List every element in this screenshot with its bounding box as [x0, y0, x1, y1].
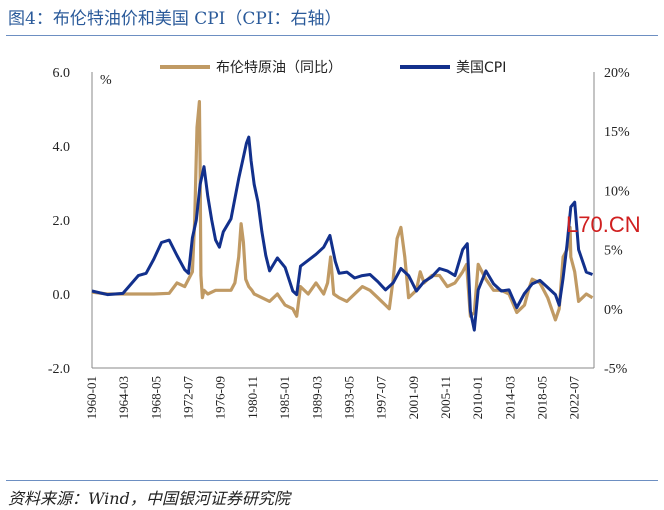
- figure-title: 图4：布伦特油价和美国 CPI（CPI：右轴）: [8, 9, 342, 29]
- x-tick-label: 1964-03: [116, 376, 131, 419]
- title-divider: [6, 35, 658, 36]
- watermark: L70.CN: [566, 212, 641, 237]
- x-tick-label: 1989-03: [309, 376, 324, 419]
- left-tick-label: 0.0: [53, 288, 71, 303]
- right-tick-label: 5%: [604, 244, 623, 259]
- x-tick-label: 2014-03: [502, 376, 517, 419]
- chart: 6.0 4.0 2.0 0.0 -2.0% 20% 15% 10% 5% 0% -5% 1960-01…: [48, 60, 630, 419]
- left-unit-label: %: [100, 73, 112, 88]
- right-tick-label: 20%: [604, 66, 630, 81]
- x-tick-label: 2022-07: [567, 376, 582, 420]
- right-tick-label: 10%: [604, 184, 630, 199]
- series-line-us-cpi: [91, 135, 594, 332]
- x-tick-label: 1997-07: [374, 376, 389, 420]
- series-layer: [91, 100, 594, 332]
- source-divider: [6, 480, 658, 481]
- left-tick-label: -2.0: [48, 362, 70, 377]
- x-tick-label: 2018-05: [535, 376, 550, 419]
- legend-item-brent-oil-label: 布伦特原油（同比）: [216, 60, 342, 76]
- x-tick-label: 1985-01: [277, 376, 292, 419]
- x-tick-label: 1976-09: [213, 376, 228, 419]
- x-tick-label: 1960-01: [84, 376, 99, 419]
- source-note: 资料来源：Wind，中国银河证券研究院: [8, 489, 290, 508]
- legend: 布伦特原油（同比） 美国CPI: [160, 60, 506, 76]
- left-tick-label: 2.0: [53, 214, 71, 229]
- series-line-brent-oil: [91, 100, 594, 322]
- x-tick-label: 1968-05: [148, 376, 163, 419]
- legend-item-us-cpi-label: 美国CPI: [456, 60, 506, 76]
- right-tick-label: -5%: [604, 362, 628, 377]
- x-tick-label: 1980-11: [245, 376, 260, 419]
- x-tick-label: 2001-09: [406, 376, 421, 419]
- x-tick-label: 2010-01: [470, 376, 485, 419]
- left-tick-label: 6.0: [53, 66, 71, 81]
- x-tick-label: 1972-07: [181, 376, 196, 420]
- x-tick-label: 2005-11: [438, 376, 453, 419]
- x-tick-label: 1993-05: [341, 376, 356, 419]
- axes: 6.0 4.0 2.0 0.0 -2.0% 20% 15% 10% 5% 0% -5% 1960-01…: [48, 66, 630, 419]
- right-tick-label: 15%: [604, 125, 630, 140]
- left-tick-label: 4.0: [53, 140, 71, 155]
- right-tick-label: 0%: [604, 303, 623, 318]
